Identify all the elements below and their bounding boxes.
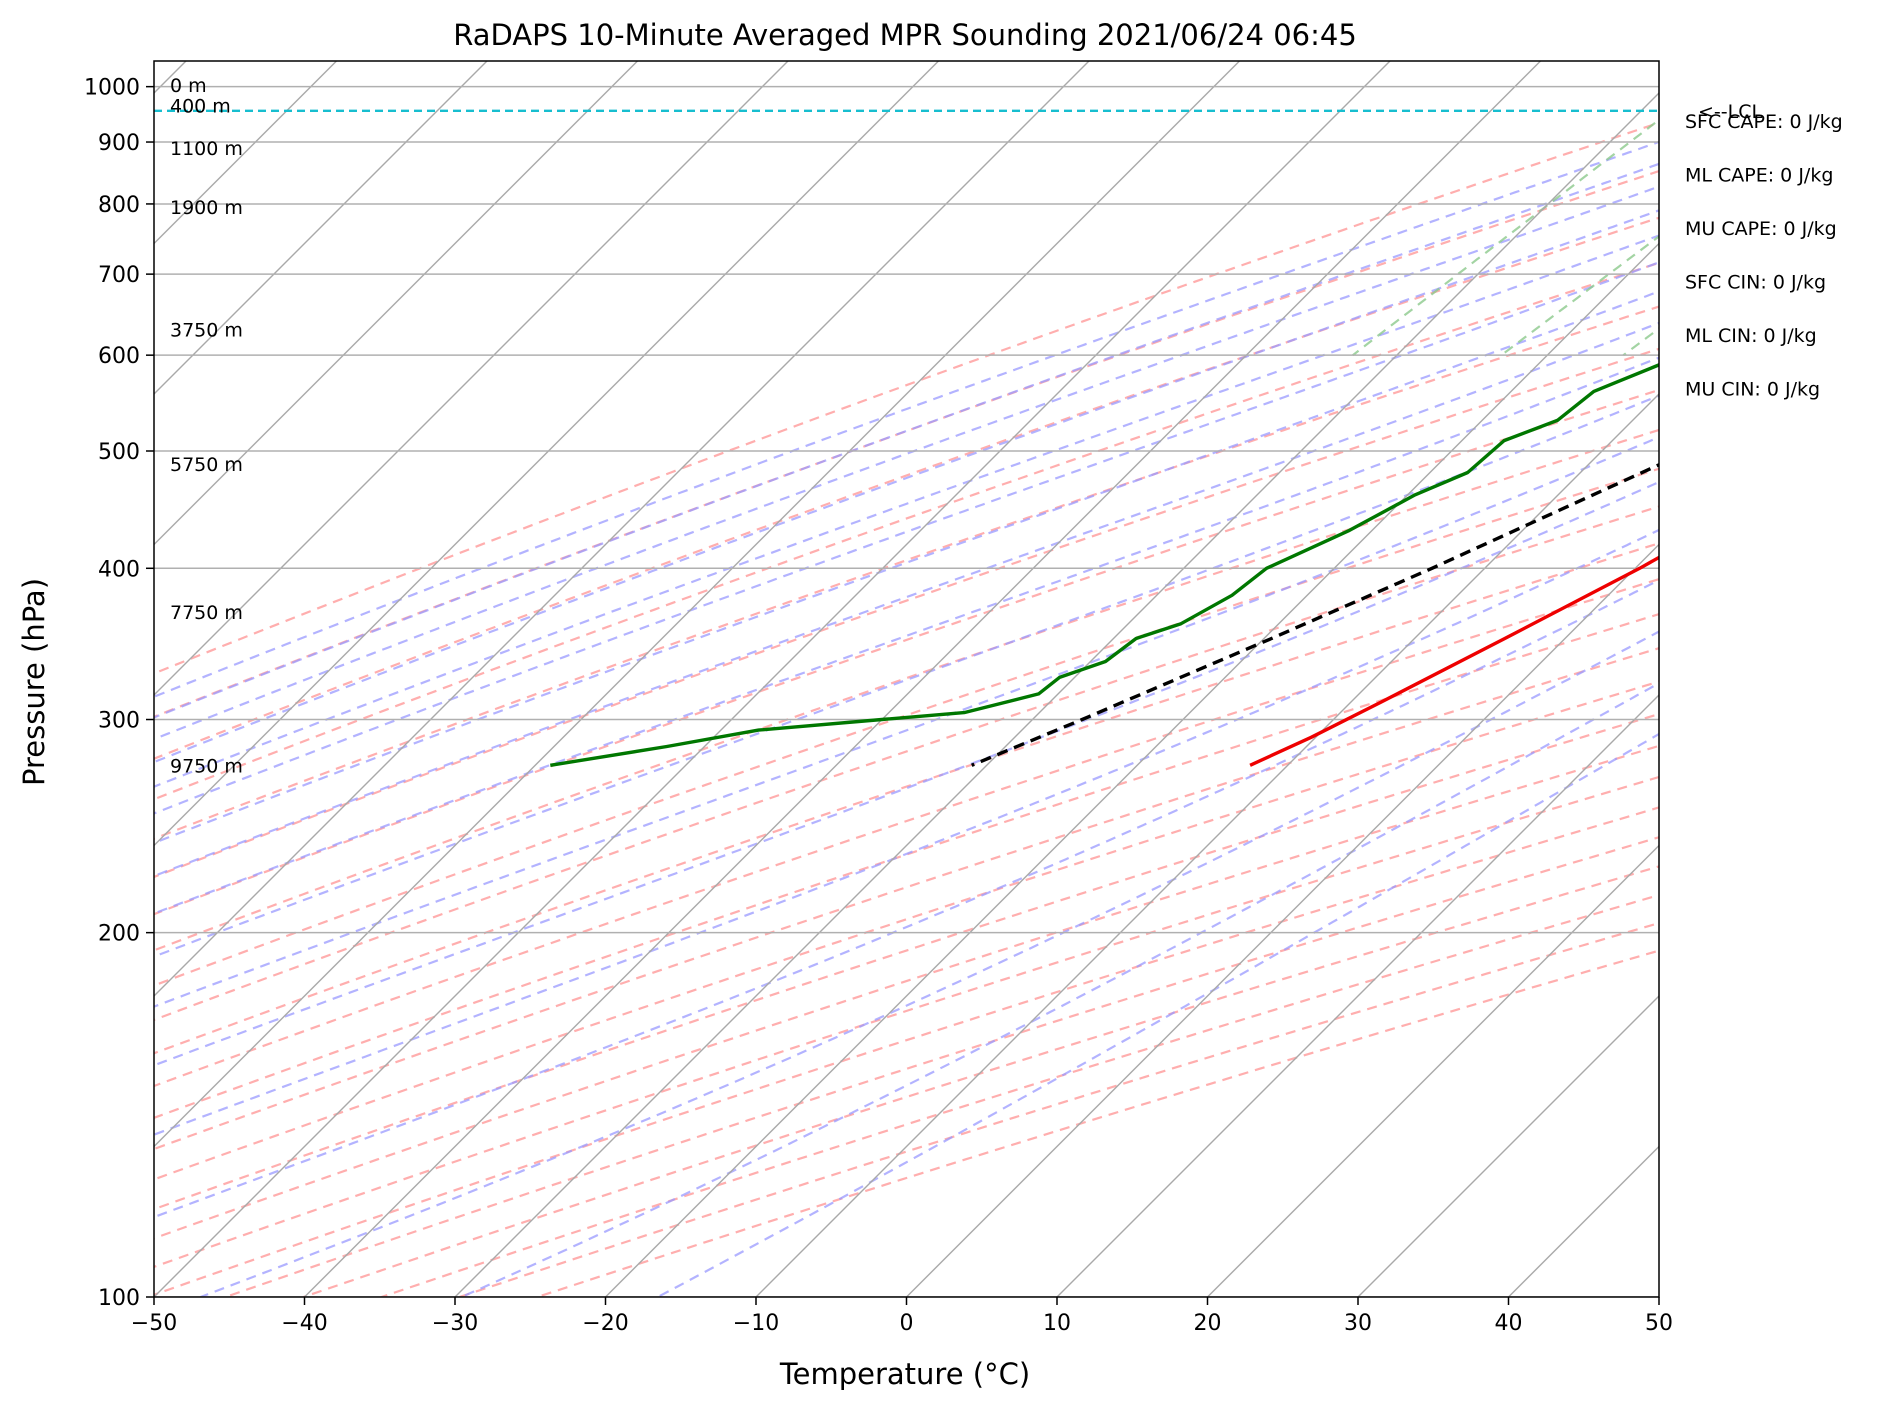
mixing-ratio-line [1352, 118, 1659, 357]
x-tick-label: −40 [281, 1311, 327, 1336]
y-tick-label: 700 [98, 263, 140, 288]
dry-adiabat [154, 775, 1659, 1269]
lcl-layer: <--LCL [154, 101, 1762, 123]
isotherm [154, 61, 939, 847]
dry-adiabat [154, 505, 1659, 1022]
series-layer [550, 363, 1659, 767]
height-label: 5750 m [170, 454, 243, 476]
isotherm [154, 61, 638, 546]
dry-adiabat [154, 169, 1659, 718]
stat-label: MU CIN: 0 J/kg [1685, 379, 1820, 401]
height-label: 400 m [170, 95, 231, 117]
x-tick-label: 40 [1495, 1311, 1523, 1336]
x-tick-label: 10 [1043, 1311, 1071, 1336]
background-lines [154, 61, 1882, 1297]
stats-panel: SFC CAPE: 0 J/kg ML CAPE: 0 J/kg MU CAPE: … [1685, 111, 1843, 401]
dry-adiabat [154, 744, 1659, 1240]
y-axis-ticks: 1000 900 800 700 600 500 400 300 200 100 [84, 76, 154, 1311]
moist-adiabat [200, 630, 1659, 1297]
x-tick-label: 50 [1645, 1311, 1673, 1336]
isotherm [454, 92, 1659, 1297]
isotherm [154, 61, 789, 696]
dry-adiabat [154, 121, 1659, 675]
isotherm [755, 393, 1659, 1297]
isotherm [1207, 844, 1659, 1297]
x-tick-label: 20 [1194, 1311, 1222, 1336]
mixing-ratio-line [1500, 235, 1659, 357]
dry-adiabat [154, 305, 1659, 840]
dry-adiabat [154, 388, 1659, 916]
moist-adiabat [154, 480, 1659, 1067]
dry-adiabat [459, 921, 1659, 1297]
isotherm [154, 61, 488, 395]
x-tick-label: −20 [582, 1311, 628, 1336]
isotherm [1508, 1145, 1659, 1297]
dry-adiabat [537, 949, 1659, 1297]
moist-adiabat [154, 528, 1659, 1136]
y-axis-label: Pressure (hPa) [17, 578, 51, 786]
y-tick-label: 300 [98, 709, 140, 734]
moist-adiabat [154, 185, 1659, 741]
moist-adiabat [154, 234, 1659, 788]
y-tick-label: 200 [98, 922, 140, 947]
x-axis-label: Temperature (°C) [779, 1357, 1030, 1391]
x-tick-label: −30 [432, 1311, 478, 1336]
height-label: 1900 m [170, 197, 243, 219]
moist-adiabat [154, 578, 1659, 1219]
temperature-line [1249, 555, 1659, 767]
moist-adiabat [154, 140, 1659, 698]
x-tick-label: 0 [900, 1311, 914, 1336]
y-tick-label: 600 [98, 344, 140, 369]
stat-label: ML CIN: 0 J/kg [1685, 325, 1817, 347]
y-tick-label: 900 [98, 131, 140, 156]
moist-adiabat [154, 356, 1659, 915]
y-tick-label: 400 [98, 557, 140, 582]
isotherm [304, 61, 1541, 1297]
moist-adiabat [154, 290, 1659, 845]
isotherm [1357, 995, 1659, 1297]
x-tick-label: −10 [733, 1311, 779, 1336]
mixing-ratio-line [1798, 61, 1882, 355]
isotherm [154, 61, 1240, 1148]
isotherm [1658, 1296, 1659, 1297]
isotherm [906, 543, 1659, 1297]
dewpoint-line [550, 363, 1659, 767]
parcel-line [971, 462, 1659, 767]
moist-adiabat [154, 394, 1659, 958]
y-tick-label: 500 [98, 440, 140, 465]
isotherm [154, 61, 1090, 997]
height-label: 1100 m [170, 138, 243, 160]
stat-label: SFC CIN: 0 J/kg [1685, 272, 1826, 294]
pressure-gridlines [154, 85, 1659, 1297]
x-tick-label: 30 [1344, 1311, 1372, 1336]
height-label: 3750 m [170, 320, 243, 342]
x-axis-ticks: −50 −40 −30 −20 −10 0 10 20 30 40 50 [131, 1297, 1673, 1336]
stat-label: MU CAPE: 0 J/kg [1685, 218, 1837, 240]
lcl-label: <--LCL [1698, 101, 1762, 123]
dry-adiabat [154, 261, 1659, 801]
dry-adiabat [154, 542, 1659, 1055]
chart-title: RaDAPS 10-Minute Averaged MPR Sounding 2… [453, 18, 1357, 52]
y-tick-label: 800 [98, 193, 140, 218]
isotherm [154, 61, 1391, 1297]
isotherm [605, 242, 1659, 1297]
dry-adiabat [154, 577, 1659, 1088]
moist-adiabat [461, 681, 1659, 1297]
height-labels: 9750 m 7750 m 5750 m 3750 m 1900 m 1100 m 400 … [170, 75, 243, 777]
height-label: 0 m [170, 75, 207, 97]
moist-adiabat [657, 732, 1659, 1297]
stat-label: SFC CAPE: 0 J/kg [1685, 111, 1843, 133]
y-tick-label: 100 [98, 1286, 140, 1311]
height-label: 7750 m [170, 602, 243, 624]
y-tick-label: 1000 [84, 76, 140, 101]
isotherm [1056, 694, 1659, 1297]
height-label: 9750 m [170, 755, 243, 777]
x-tick-label: −50 [131, 1311, 177, 1336]
dry-adiabat [154, 347, 1659, 879]
stat-label: ML CAPE: 0 J/kg [1685, 165, 1833, 187]
dry-adiabat [154, 612, 1659, 1120]
